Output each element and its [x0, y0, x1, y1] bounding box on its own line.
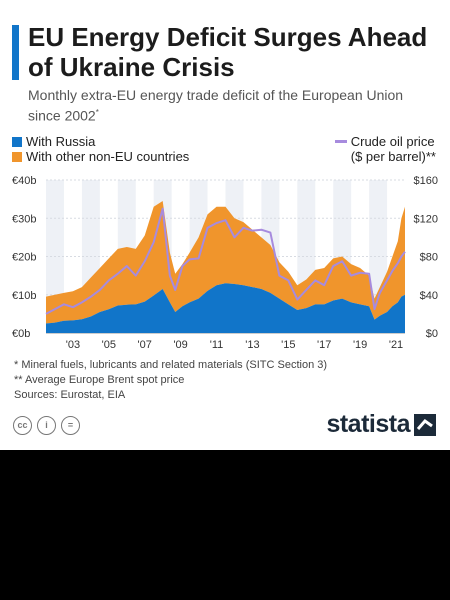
x-axis: '03 '05 '07 '09 '11 '13 '15 '17 '19 '21 [66, 339, 403, 351]
legend-swatch-oil [334, 140, 347, 143]
legend-swatch-russia [12, 137, 22, 147]
y-tick-right: $80 [420, 252, 438, 264]
x-tick: '21 [389, 339, 403, 351]
sources: Sources: Eurostat, EIA [14, 389, 126, 401]
x-tick: '13 [245, 339, 259, 351]
legend-label-oil-1: Crude oil price [350, 134, 435, 149]
brand-name: statista [326, 410, 410, 438]
area-other-countries [46, 201, 405, 324]
statista-logo-icon [414, 413, 436, 436]
y-tick-right: $40 [420, 290, 438, 302]
y-tick-left: €20b [12, 252, 36, 264]
y-axis-left: €0b €10b €20b €30b €40b [12, 175, 36, 340]
footnote-2: ** Average Europe Brent spot price [14, 374, 185, 386]
y-axis-right: $0 $40 $80 $120 $160 [414, 175, 438, 340]
cc-icon[interactable]: cc [13, 416, 32, 435]
y-tick-right: $120 [414, 213, 438, 225]
legend-item-other: With other non-EU countries [12, 149, 189, 164]
y-tick-left: €30b [12, 213, 36, 225]
y-tick-right: $0 [426, 328, 438, 340]
infographic-card: EU Energy Deficit Surges Ahead of Ukrain… [0, 0, 450, 450]
x-tick: '09 [173, 339, 187, 351]
area-russia [46, 283, 405, 333]
subtitle-text: Monthly extra-EU energy trade deficit of… [28, 87, 404, 124]
x-tick: '17 [317, 339, 331, 351]
statista-logo[interactable]: statista [326, 410, 436, 439]
legend-label-other: With other non-EU countries [26, 149, 190, 164]
chart-plot: €0b €10b €20b €30b €40b $0 $40 $80 $120 $160 '03… [12, 175, 438, 351]
y-tick-left: €40b [12, 175, 36, 187]
y-tick-left: €10b [12, 290, 36, 302]
x-tick: '15 [281, 339, 295, 351]
legend-item-russia: With Russia [12, 134, 95, 149]
x-tick: '03 [66, 339, 80, 351]
y-tick-right: $160 [414, 175, 438, 187]
footnotes: * Mineral fuels, lubricants and related … [14, 358, 327, 403]
legend-swatch-other [12, 152, 22, 162]
chart-subtitle: Monthly extra-EU energy trade deficit of… [28, 87, 428, 125]
x-tick: '11 [210, 339, 224, 351]
title-accent-bar [12, 25, 19, 80]
footnote-1: * Mineral fuels, lubricants and related … [14, 359, 328, 371]
x-tick: '19 [353, 339, 367, 351]
chart-title: EU Energy Deficit Surges Ahead of Ukrain… [28, 22, 428, 82]
attribution-icon[interactable]: i [37, 416, 56, 435]
legend-label-oil-2: ($ per barrel)** [350, 149, 436, 164]
subtitle-footnote-mark: * [95, 108, 99, 117]
line-oil-price [45, 207, 406, 315]
legend-item-oil: Crude oil price ($ per barrel)** [334, 134, 436, 164]
x-tick: '07 [138, 339, 152, 351]
y-tick-left: €0b [12, 328, 30, 340]
legend-label-russia: With Russia [26, 134, 96, 149]
x-tick: '05 [102, 339, 116, 351]
no-derivatives-icon[interactable]: = [61, 416, 80, 435]
license-icons: cc i = [13, 415, 85, 435]
